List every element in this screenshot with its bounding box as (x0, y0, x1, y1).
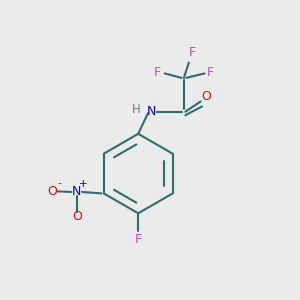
Text: N: N (147, 105, 156, 118)
Text: H: H (132, 103, 140, 116)
Text: F: F (135, 233, 142, 246)
Text: O: O (72, 210, 82, 223)
Text: F: F (154, 66, 161, 80)
Text: -: - (58, 178, 62, 188)
Text: O: O (202, 91, 212, 103)
Text: +: + (79, 179, 88, 189)
Text: O: O (48, 185, 58, 198)
Text: N: N (72, 185, 81, 199)
Text: F: F (207, 66, 214, 80)
Text: F: F (189, 46, 196, 59)
